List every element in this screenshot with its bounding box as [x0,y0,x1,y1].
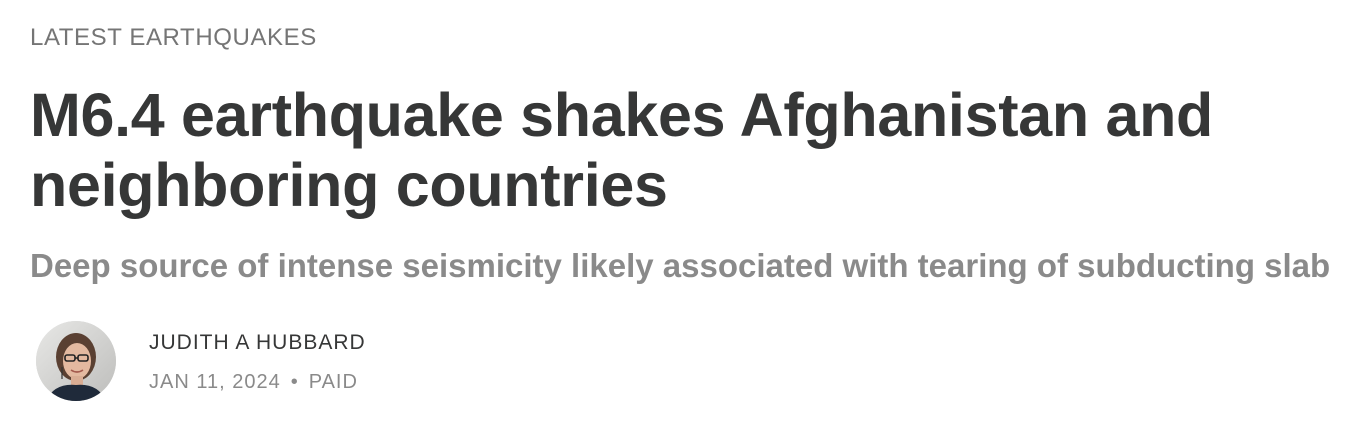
access-badge: PAID [308,371,358,393]
post-subtitle: Deep source of intense seismicity likely… [30,247,1331,284]
post-meta: JAN 11, 2024 • PAID [149,371,358,394]
meta-separator: • [290,371,299,393]
post-title: M6.4 earthquake shakes Afghanistan and n… [30,81,1213,219]
author-name-link[interactable]: JUDITH A HUBBARD [149,331,366,354]
byline: JUDITH A HUBBARD JAN 11, 2024 • PAID [36,321,636,403]
author-photo-icon [36,321,116,401]
author-avatar[interactable] [36,321,116,401]
post-date: JAN 11, 2024 [149,371,281,393]
section-label-link[interactable]: LATEST EARTHQUAKES [30,24,317,51]
